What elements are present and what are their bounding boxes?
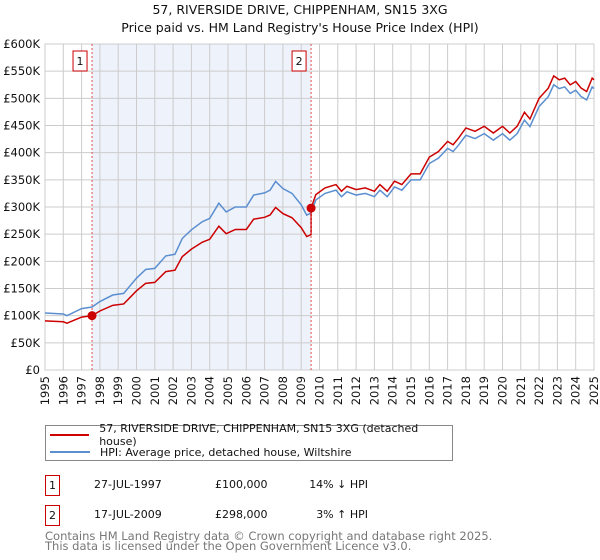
hpi-line-swatch [50,451,90,453]
y-tick-label: £450K [3,119,40,133]
x-tick-label: 2012 [349,376,363,405]
x-tick-label: 1996 [56,376,70,405]
x-tick-label: 2024 [569,376,583,405]
x-tick-label: 2007 [258,376,272,405]
legend-item-hpi: HPI: Average price, detached house, Wilt… [50,444,352,460]
property-line-swatch [50,434,90,436]
sale-hpi-diff: 3% ↑ HPI [316,508,368,521]
x-tick-label: 2016 [422,376,436,405]
x-tick-label: 2009 [294,376,308,405]
sale-date: 27-JUL-1997 [94,478,162,491]
x-tick-label: 2020 [496,376,510,405]
sale-label: 1 [77,55,84,68]
sale-date: 17-JUL-2009 [94,508,162,521]
legend: 57, RIVERSIDE DRIVE, CHIPPENHAM, SN15 3X… [45,422,453,461]
x-tick-label: 2001 [148,376,162,405]
sale-point [306,203,316,213]
x-tick-label: 2023 [550,376,564,405]
x-tick-label: 2014 [386,376,400,405]
x-tick-label: 2004 [203,376,217,405]
y-tick-label: £100K [3,309,40,323]
x-tick-label: 2015 [404,376,418,405]
y-tick-label: £600K [3,37,40,51]
chart-title: 57, RIVERSIDE DRIVE, CHIPPENHAM, SN15 3X… [152,2,447,17]
x-tick-label: 1995 [38,376,52,405]
sale-label-box [72,50,88,72]
property-line [44,74,595,324]
y-tick-label: £550K [3,64,40,78]
sale-label-box [291,50,307,72]
x-tick-label: 1999 [111,376,125,405]
legend-label: HPI: Average price, detached house, Wilt… [100,445,352,459]
y-tick-label: £500K [3,91,40,105]
legend-item-property: 57, RIVERSIDE DRIVE, CHIPPENHAM, SN15 3X… [50,422,452,448]
footer-copyright: Contains HM Land Registry data © Crown c… [45,529,493,543]
price-chart: 57, RIVERSIDE DRIVE, CHIPPENHAM, SN15 3X… [3,2,600,405]
x-tick-label: 2006 [239,376,253,405]
y-tick-label: £350K [3,173,40,187]
footer: Contains HM Land Registry data © Crown c… [45,529,493,553]
hpi-line [44,83,595,317]
sale-label: 2 [296,55,303,68]
sale-price: £100,000 [215,478,268,491]
x-tick-label: 2000 [130,376,144,405]
sale-number-badge: 1 [45,475,60,496]
x-tick-label: 2013 [367,376,381,405]
x-tick-label: 2022 [532,376,546,405]
y-tick-label: £200K [3,254,40,268]
x-tick-label: 2005 [221,376,235,405]
chart-subtitle: Price paid vs. HM Land Registry's House … [121,20,478,35]
x-tick-label: 2018 [459,376,473,405]
x-tick-label: 2008 [276,376,290,405]
x-tick-label: 2002 [166,376,180,405]
y-tick-label: £150K [3,282,40,296]
x-tick-label: 1997 [75,376,89,405]
y-tick-label: £0 [25,363,40,377]
plot-border [44,43,595,371]
x-tick-label: 2019 [477,376,491,405]
x-tick-label: 2025 [587,376,600,405]
legend-label: 57, RIVERSIDE DRIVE, CHIPPENHAM, SN15 3X… [99,422,419,448]
x-tick-label: 2011 [331,376,345,405]
x-tick-label: 2010 [313,376,327,405]
y-tick-label: £250K [3,227,40,241]
sale-price: £298,000 [215,508,268,521]
footer-licence: This data is licensed under the Open Gov… [45,539,412,553]
sale-point [87,311,97,321]
x-tick-label: 2017 [441,376,455,405]
y-tick-label: £300K [3,200,40,214]
x-tick-label: 2021 [514,376,528,405]
sale-number-badge: 2 [45,505,60,526]
x-tick-label: 1998 [93,376,107,405]
sale-hpi-diff: 14% ↓ HPI [309,478,368,491]
y-tick-label: £50K [11,336,41,350]
y-tick-label: £400K [3,146,40,160]
x-tick-label: 2003 [184,376,198,405]
